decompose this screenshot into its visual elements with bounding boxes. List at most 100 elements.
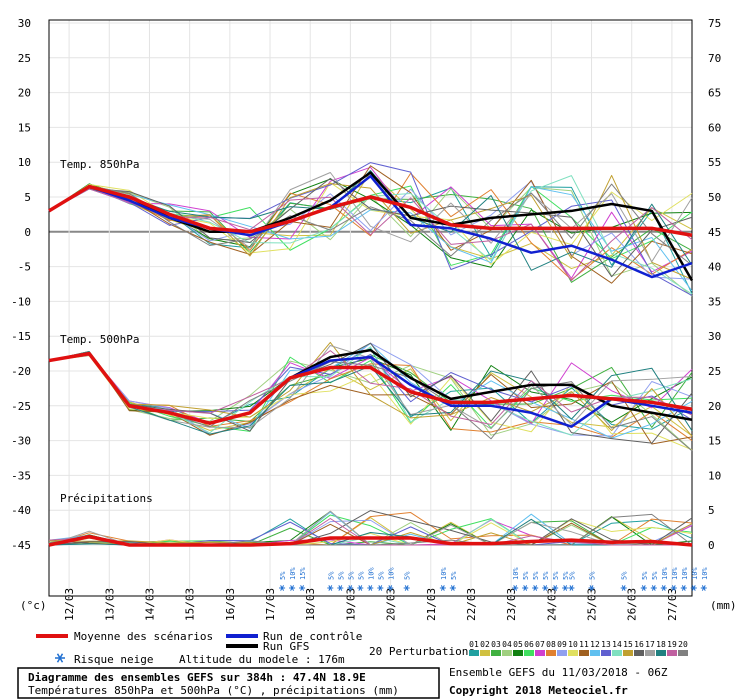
x-tick-label: 15/03 (184, 588, 197, 621)
snow-risk-pct: 10% (671, 567, 679, 580)
x-tick-label: 16/03 (224, 588, 237, 621)
snowflake-icon (641, 585, 646, 591)
perturbation-number: 07 (535, 640, 545, 649)
snow-risk-pct: 10% (440, 567, 448, 580)
snowflake-icon (440, 585, 445, 591)
panel-label-precip: Précipitations (60, 492, 153, 505)
snow-risk-pct: 10% (387, 567, 395, 580)
perturbation-number: 03 (491, 640, 501, 649)
snowflake-icon (55, 653, 65, 663)
x-tick-label: 27/03 (666, 588, 679, 621)
snow-risk-pct: 5% (404, 571, 412, 580)
x-tick-label: 14/03 (143, 588, 156, 621)
snow-risk-pct: 5% (327, 571, 335, 580)
snow-risk-pct: 5% (377, 571, 385, 580)
perturbation-swatch (491, 650, 501, 656)
left-tick-label: 25 (18, 52, 31, 65)
chart-subtitle: Températures 850hPa et 500hPa (°C) , pré… (28, 684, 399, 697)
right-tick-label: 45 (708, 226, 721, 239)
snow-risk-marker: 5% (562, 571, 570, 591)
x-tick-label: 26/03 (626, 588, 639, 621)
snowflake-icon (701, 585, 706, 591)
x-tick-label: 12/03 (63, 588, 76, 621)
snow-risk-pct: 5% (357, 571, 365, 580)
snow-risk-marker: 5% (552, 571, 560, 591)
perturbation-number: 02 (480, 640, 490, 649)
perturbation-number: 16 (634, 640, 644, 649)
perturbation-swatch (656, 650, 666, 656)
right-tick-label: 25 (708, 365, 721, 378)
panel-label-t850: Temp. 850hPa (60, 158, 139, 171)
snow-risk-pct: 5% (532, 571, 540, 580)
model-altitude: Altitude du modele : 176m (179, 653, 345, 666)
snow-risk-marker: 10% (387, 567, 395, 591)
snow-risk-marker: 10% (367, 567, 375, 591)
snowflake-icon (661, 585, 666, 591)
right-tick-label: 5 (708, 504, 715, 517)
plot-frame (48, 19, 693, 597)
perturbation-number: 11 (579, 640, 589, 649)
chart-title: Diagramme des ensembles GEFS sur 384h : … (28, 671, 366, 684)
x-axis-ticks: 12/03 13/03 14/03 15/03 16/03 17/03 18/03 19/03… (63, 588, 679, 621)
snow-risk-pct: 5% (568, 571, 576, 580)
right-axis-label: (mm) (710, 599, 737, 612)
legend-label-control: Run de contrôle (263, 630, 362, 643)
left-tick-label: -40 (11, 504, 31, 517)
left-tick-label: 30 (18, 17, 31, 30)
perturbation-line-t850 (48, 162, 693, 296)
snowflake-icon (553, 585, 558, 591)
x-tick-label: 19/03 (344, 588, 357, 621)
perturbation-swatch (612, 650, 622, 656)
snow-risk-marker: 5% (279, 571, 287, 591)
perturbation-swatch (634, 650, 644, 656)
perturbation-swatch (601, 650, 611, 656)
snow-risk-marker: 5% (640, 571, 649, 591)
perturbation-swatch (568, 650, 578, 656)
snow-risk-marker: 5% (542, 571, 550, 591)
perturbation-swatch (546, 650, 556, 656)
perturbations-label: 20 Perturbations (369, 645, 475, 658)
snowflake-icon (533, 585, 538, 591)
perturbation-line-t850 (48, 172, 693, 281)
perturbation-swatch (502, 650, 512, 656)
snow-risk-pct: 10% (367, 567, 375, 580)
snow-risk-marker: 10% (680, 567, 689, 591)
left-tick-label: 0 (24, 226, 31, 239)
mean-line-t850 (48, 184, 693, 238)
snow-risk-pct: 15% (299, 567, 307, 580)
perturbation-swatch (678, 650, 688, 656)
snowflake-icon (280, 585, 285, 591)
perturbation-number: 17 (645, 640, 655, 649)
perturbation-number: 04 (502, 640, 512, 649)
perturbation-swatch (645, 650, 655, 656)
snowflake-icon (348, 585, 353, 591)
snowflake-icon (589, 585, 594, 591)
left-axis-label: (°c) (20, 599, 47, 612)
right-tick-label: 65 (708, 87, 721, 100)
left-tick-label: -45 (11, 539, 31, 552)
snow-risk-pct: 5% (651, 571, 659, 580)
snowflake-icon (290, 585, 295, 591)
left-tick-label: -25 (11, 400, 31, 413)
snowflake-icon (404, 585, 409, 591)
left-tick-label: 15 (18, 121, 31, 134)
snow-risk-pct: 5% (347, 571, 355, 580)
perturbation-number: 06 (524, 640, 534, 649)
perturbation-number: 20 (678, 640, 688, 649)
snowflake-icon (563, 585, 568, 591)
snow-risk-marker: 5% (347, 571, 355, 591)
ensemble-info: Ensemble GEFS du 11/03/2018 - 06Z (449, 666, 668, 679)
snow-risk-marker: 5% (620, 571, 629, 591)
control-line-t850 (48, 174, 693, 279)
snow-risk-pct: 5% (552, 571, 560, 580)
snow-risk-marker: 10% (660, 567, 669, 591)
snowflake-icon (378, 585, 383, 591)
mean-line-t500 (48, 351, 693, 425)
perturbation-swatch (590, 650, 600, 656)
right-tick-label: 20 (708, 400, 721, 413)
left-tick-label: -5 (18, 261, 31, 274)
left-tick-label: 20 (18, 87, 31, 100)
snow-risk-marker: 10% (512, 567, 520, 591)
snow-risk-pct: 10% (289, 567, 297, 580)
